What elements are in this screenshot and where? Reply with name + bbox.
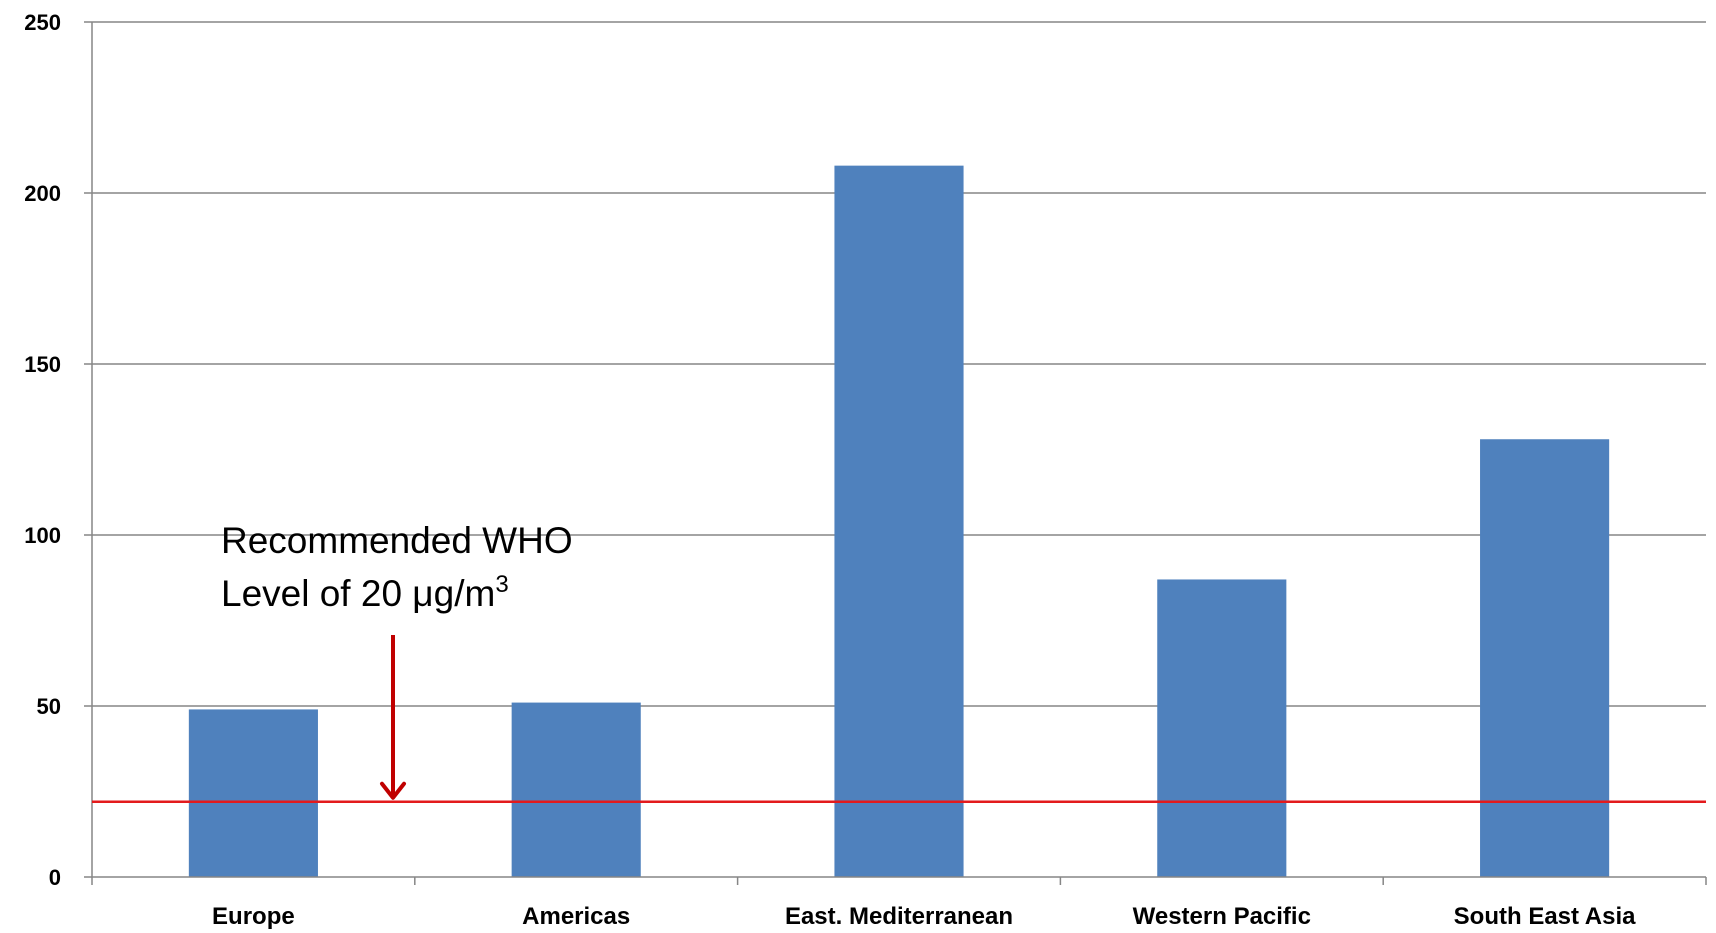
x-tick-label: East. Mediterranean bbox=[785, 903, 1013, 930]
y-tick-labels: 0 50 100 150 200 250 bbox=[24, 10, 61, 890]
annotation-arrow bbox=[380, 635, 406, 800]
y-tick-label: 150 bbox=[24, 352, 61, 377]
y-tick-label: 0 bbox=[49, 865, 61, 890]
bar-western-pacific bbox=[1157, 579, 1287, 877]
y-tick-label: 100 bbox=[24, 523, 61, 548]
x-tick-label: Western Pacific bbox=[1133, 903, 1311, 930]
who-annotation: Recommended WHO Level of 20 μg/m3 bbox=[221, 520, 573, 614]
x-tick-label: Europe bbox=[212, 903, 295, 930]
axes bbox=[91, 22, 1707, 885]
annotation-line-2: Level of 20 μg/m3 bbox=[221, 571, 509, 614]
x-tick-labels: Europe Americas East. Mediterranean Western… bbox=[212, 903, 1636, 930]
x-tick-label: Americas bbox=[522, 903, 630, 930]
annotation-line-1: Recommended WHO bbox=[221, 520, 573, 561]
annotation-line-2-text: Level of 20 μg/m bbox=[221, 573, 495, 614]
bar-europe bbox=[188, 709, 318, 877]
annotation-superscript: 3 bbox=[495, 571, 508, 598]
y-tick-label: 50 bbox=[37, 694, 61, 719]
y-tick-label: 200 bbox=[24, 181, 61, 206]
x-tick-label: South East Asia bbox=[1454, 903, 1636, 930]
y-tick-label: 250 bbox=[24, 10, 61, 35]
bar-series bbox=[188, 165, 1610, 877]
bar-americas bbox=[511, 702, 641, 877]
bar-east-mediterranean bbox=[834, 165, 964, 877]
bar-south-east-asia bbox=[1480, 439, 1610, 877]
arrow-head bbox=[380, 781, 406, 800]
